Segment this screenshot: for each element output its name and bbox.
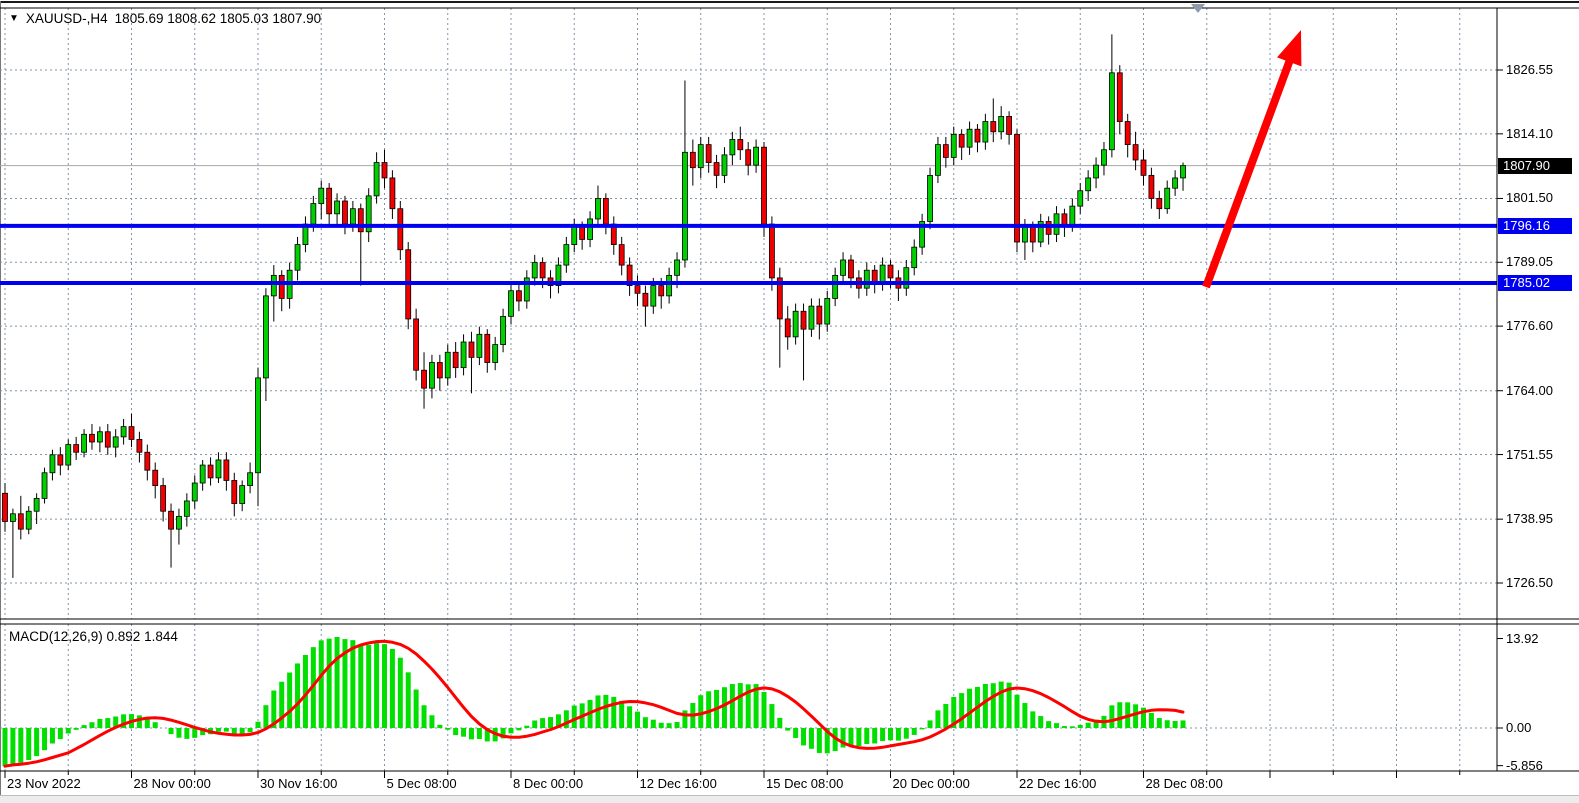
symbol-dropdown-icon[interactable]: ▼ <box>9 12 19 24</box>
window-top-border <box>0 1 1579 3</box>
current-price-tag: 1807.90 <box>1498 157 1572 174</box>
chart-title: ▼ XAUUSD-,H4 1805.69 1808.62 1805.03 180… <box>9 11 321 26</box>
time-tick-label: 5 Dec 08:00 <box>386 776 457 791</box>
ohlc-values-label: 1805.69 1808.62 1805.03 1807.90 <box>114 11 322 26</box>
time-tick-label: 28 Nov 00:00 <box>133 776 211 791</box>
price-tick-label: 1801.50 <box>1506 190 1553 206</box>
level-price-tag: 1785.02 <box>1498 274 1572 291</box>
chart-frame <box>0 7 1579 778</box>
time-tick-label: 28 Dec 08:00 <box>1145 776 1223 791</box>
macd-scale-label: 0.00 <box>1506 720 1532 735</box>
window-left-border <box>0 1 1 795</box>
window-bottom-strip <box>0 795 1579 803</box>
macd-scale-label: -5.856 <box>1506 757 1543 773</box>
macd-histogram <box>2 637 1186 767</box>
time-tick-label: 22 Dec 16:00 <box>1019 776 1097 791</box>
time-tick-label: 23 Nov 2022 <box>7 776 81 791</box>
time-tick-label: 12 Dec 16:00 <box>639 776 717 791</box>
macd-signal-line <box>3 639 1185 768</box>
trend-arrow[interactable] <box>1202 30 1302 289</box>
time-tick-label: 30 Nov 16:00 <box>260 776 338 791</box>
price-tick-label: 1764.00 <box>1506 382 1553 398</box>
price-tick-label: 1814.10 <box>1506 125 1553 141</box>
price-tick-label: 1826.55 <box>1506 62 1553 77</box>
chart-grid <box>0 8 1497 771</box>
symbol-period-label: XAUUSD-,H4 <box>25 11 108 26</box>
candlestick-series[interactable] <box>2 34 1186 578</box>
time-tick-label: 8 Dec 00:00 <box>513 776 584 791</box>
level-price-tag: 1796.16 <box>1498 217 1572 234</box>
price-tick-label: 1776.60 <box>1506 318 1553 334</box>
horizontal-level-lines[interactable] <box>0 223 1497 285</box>
macd-indicator-label: MACD(12,26,9) 0.892 1.844 <box>9 629 178 644</box>
price-tick-label: 1726.50 <box>1506 575 1553 590</box>
price-tick-label: 1751.55 <box>1506 446 1553 462</box>
time-tick-label: 20 Dec 00:00 <box>892 776 970 791</box>
macd-scale-label: 13.92 <box>1506 630 1539 646</box>
price-tick-label: 1738.95 <box>1506 511 1553 527</box>
price-tick-label: 1789.05 <box>1506 254 1553 270</box>
scroll-marker-icon[interactable] <box>1191 4 1205 13</box>
time-tick-label: 15 Dec 08:00 <box>766 776 844 791</box>
